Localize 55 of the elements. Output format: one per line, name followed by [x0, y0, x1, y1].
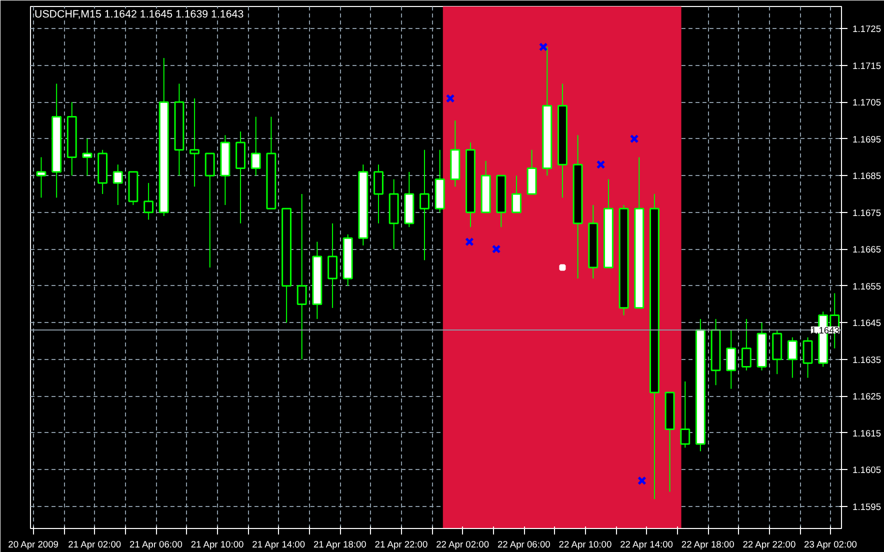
x-tick-label: 22 Apr 14:00: [620, 540, 673, 550]
candlestick: [328, 222, 338, 308]
x-tick-label: 21 Apr 22:00: [374, 540, 428, 550]
y-tick-label: 1.1625: [852, 392, 882, 402]
point: [630, 134, 639, 144]
y-tick-label: 1.1725: [852, 24, 882, 34]
x-tick-label: 22 Apr 02:00: [436, 540, 490, 550]
x-tick-label: 21 Apr 06:00: [130, 540, 182, 550]
x-tick-label: 22 Apr 06:00: [497, 540, 550, 550]
candlestick: [374, 164, 384, 224]
point: [596, 160, 606, 169]
y-tick-label: 1.1645: [852, 318, 882, 328]
y-tick-label: 1.1655: [852, 281, 882, 292]
candlestick: [787, 336, 798, 378]
point: [538, 42, 548, 52]
point: [465, 237, 474, 246]
chart-title: USDCHF,M15 1.1642 1.1645 1.1639 1.1643: [34, 8, 244, 20]
point: [559, 264, 566, 271]
candlestick: [512, 175, 522, 214]
candlestick: [802, 336, 813, 378]
y-tick-label: 1.1685: [852, 171, 882, 182]
x-tick-label: 22 Apr 10:00: [558, 540, 612, 550]
candlestick: [420, 149, 430, 261]
x-tick-label: 20 Apr 2009: [8, 540, 58, 550]
candlestick: [36, 156, 46, 198]
candlestick: [204, 152, 215, 268]
candlestick: [741, 318, 752, 371]
candlestick: [726, 329, 736, 390]
x-tick-label: 21 Apr 10:00: [190, 540, 244, 550]
y-tick-label: 1.1665: [852, 244, 882, 255]
candlestick: [112, 164, 123, 206]
candlestick: [190, 98, 200, 188]
ref-line-label: 1.1643: [810, 325, 840, 336]
candlestick: [82, 138, 92, 176]
x-tick-label: 22 Apr 18:00: [681, 540, 734, 550]
y-tick-label: 1.1705: [852, 98, 882, 108]
y-tick-label: 1.1615: [852, 428, 882, 438]
x-tick-label: 22 Apr 22:00: [742, 540, 796, 550]
candlestick: [144, 182, 154, 220]
y-tick-label: 1.1695: [852, 134, 882, 144]
x-tick-label: 21 Apr 02:00: [68, 540, 122, 550]
candlestick: [296, 193, 307, 360]
y-tick-label: 1.1675: [852, 208, 882, 218]
y-tick-label: 1.1595: [852, 502, 882, 512]
x-tick-label: 21 Apr 14:00: [252, 540, 306, 550]
y-tick-label: 1.1605: [852, 465, 882, 476]
y-tick-label: 1.1715: [852, 60, 882, 71]
candlestick: [250, 116, 261, 176]
point: [492, 244, 501, 254]
point: [638, 476, 646, 486]
candlestick: [680, 380, 690, 448]
x-tick-label: 23 Apr 02:00: [804, 540, 857, 550]
point: [446, 94, 455, 103]
y-tick-label: 1.1635: [852, 354, 882, 365]
x-tick-label: 21 Apr 18:00: [313, 540, 366, 550]
